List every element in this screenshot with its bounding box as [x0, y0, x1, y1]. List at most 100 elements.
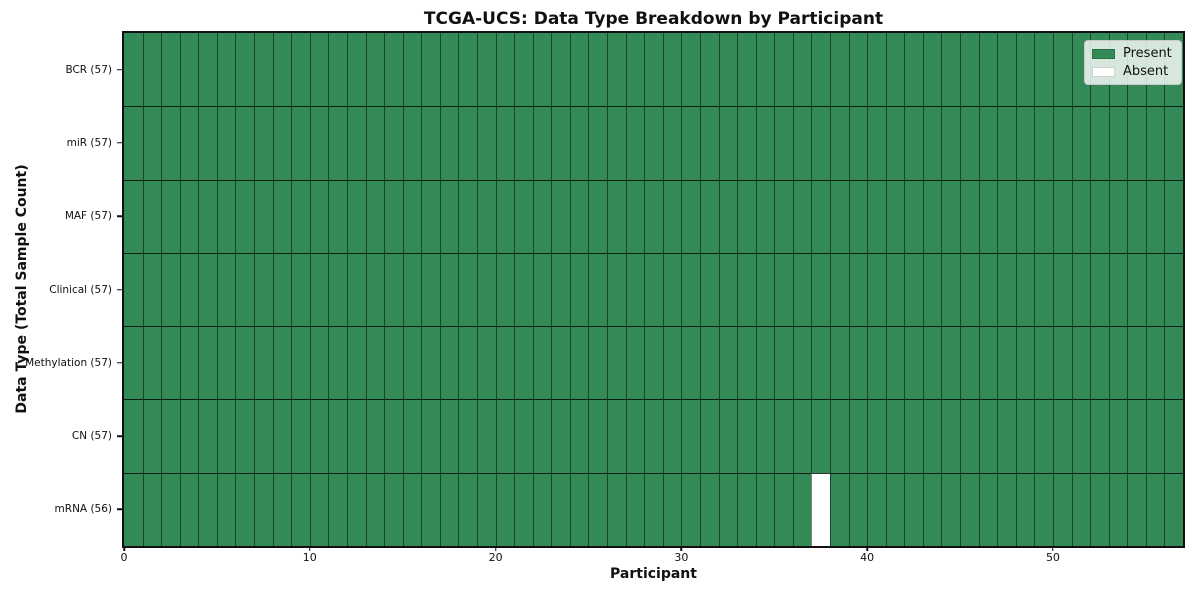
- heatmap-cell-present: [625, 399, 645, 473]
- heatmap-cell-present: [997, 33, 1016, 107]
- heatmap-cell-present: [755, 399, 775, 473]
- heatmap-cell-present: [941, 33, 961, 107]
- heatmap-cell-present: [495, 326, 515, 400]
- heatmap-cell-present: [124, 179, 143, 253]
- heatmap-cell-present: [1052, 326, 1072, 400]
- heatmap-cell-present: [365, 252, 385, 327]
- heatmap-cell-present: [867, 472, 886, 546]
- heatmap-cell-present: [161, 179, 180, 253]
- heatmap-cell-present: [235, 33, 255, 107]
- heatmap-cell-present: [1108, 399, 1128, 473]
- heatmap-cell-present: [644, 399, 663, 473]
- heatmap-cell-present: [458, 179, 477, 253]
- heatmap-cell-present: [569, 179, 589, 253]
- heatmap-cell-present: [644, 179, 663, 253]
- heatmap-cell-present: [978, 106, 998, 180]
- heatmap-cell-present: [142, 399, 162, 473]
- heatmap-cell-present: [142, 33, 162, 107]
- legend-item: Absent: [1092, 64, 1172, 79]
- heatmap-cell-present: [718, 399, 738, 473]
- x-tick-mark: [680, 546, 683, 551]
- heatmap-cell-present: [346, 179, 366, 253]
- heatmap-cell-present: [514, 106, 533, 180]
- heatmap-cell-present: [885, 179, 905, 253]
- heatmap-cell-present: [216, 472, 236, 546]
- heatmap-cell-present: [607, 326, 626, 400]
- heatmap-cell-present: [792, 106, 812, 180]
- heatmap-cell-present: [124, 399, 143, 473]
- heatmap-cell-present: [885, 106, 905, 180]
- heatmap-cell-present: [718, 472, 738, 546]
- heatmap-cell-present: [922, 472, 942, 546]
- heatmap-cell-present: [1034, 472, 1053, 546]
- heatmap-cell-present: [774, 252, 793, 327]
- heatmap-cell-present: [960, 326, 979, 400]
- heatmap-cell-present: [124, 33, 143, 107]
- heatmap-cell-present: [1127, 399, 1146, 473]
- heatmap-cell-present: [402, 33, 422, 107]
- heatmap-cell-present: [439, 106, 459, 180]
- heatmap-cell-present: [421, 399, 440, 473]
- heatmap-cell-present: [997, 399, 1016, 473]
- heatmap-cell-present: [904, 33, 923, 107]
- heatmap-cell-present: [476, 33, 496, 107]
- heatmap-cell-present: [829, 326, 849, 400]
- heatmap-cell-present: [978, 252, 998, 327]
- heatmap-cell-present: [904, 252, 923, 327]
- heatmap-cell-present: [532, 106, 552, 180]
- heatmap-cell-present: [384, 399, 403, 473]
- heatmap-cell-present: [997, 326, 1016, 400]
- heatmap-cell-present: [309, 399, 329, 473]
- heatmap-cell-present: [1071, 472, 1091, 546]
- heatmap-cell-present: [904, 106, 923, 180]
- heatmap-cell-present: [960, 179, 979, 253]
- heatmap-cell-present: [254, 33, 273, 107]
- heatmap-cell-present: [551, 106, 570, 180]
- heatmap-cell-present: [997, 472, 1016, 546]
- heatmap-cell-present: [476, 252, 496, 327]
- y-tick-mark: [117, 508, 122, 511]
- heatmap-cell-present: [309, 179, 329, 253]
- heatmap-cell-present: [514, 33, 533, 107]
- heatmap-cell-present: [254, 326, 273, 400]
- heatmap-cell-present: [569, 399, 589, 473]
- heatmap-cell-present: [755, 472, 775, 546]
- legend-swatch-absent: [1092, 66, 1115, 77]
- heatmap-cell-present: [699, 252, 719, 327]
- heatmap-cell-present: [179, 33, 199, 107]
- heatmap-cell-present: [346, 326, 366, 400]
- heatmap-cell-present: [811, 326, 830, 400]
- heatmap-cell-present: [607, 472, 626, 546]
- heatmap-cell-present: [421, 106, 440, 180]
- heatmap-cell-present: [328, 326, 347, 400]
- heatmap-cell-present: [1108, 179, 1128, 253]
- heatmap-cell-present: [662, 33, 682, 107]
- heatmap-cell-present: [681, 106, 700, 180]
- legend-swatch-present: [1092, 48, 1115, 59]
- heatmap-cell-present: [774, 326, 793, 400]
- heatmap-cell-present: [309, 472, 329, 546]
- heatmap-cell-present: [161, 472, 180, 546]
- heatmap-cell-present: [346, 472, 366, 546]
- heatmap-cell-present: [644, 33, 663, 107]
- heatmap-cell-present: [1034, 252, 1053, 327]
- legend: Present Absent: [1084, 40, 1182, 85]
- heatmap-cell-present: [737, 106, 756, 180]
- heatmap-cell-present: [681, 179, 700, 253]
- heatmap-cell-present: [662, 252, 682, 327]
- heatmap-cell-present: [476, 179, 496, 253]
- plot-area: [122, 31, 1185, 548]
- heatmap-cell-present: [1071, 106, 1091, 180]
- heatmap-cell-present: [1015, 472, 1035, 546]
- legend-label: Present: [1123, 46, 1172, 61]
- heatmap-cell-present: [532, 399, 552, 473]
- heatmap-cell-present: [755, 252, 775, 327]
- heatmap-cell-present: [1015, 326, 1035, 400]
- heatmap-cell-present: [421, 326, 440, 400]
- heatmap-cell-present: [1108, 252, 1128, 327]
- heatmap-cell-present: [607, 399, 626, 473]
- heatmap-cell-present: [737, 326, 756, 400]
- heatmap-cell-present: [960, 252, 979, 327]
- heatmap-cell-present: [142, 179, 162, 253]
- heatmap-cell-present: [328, 106, 347, 180]
